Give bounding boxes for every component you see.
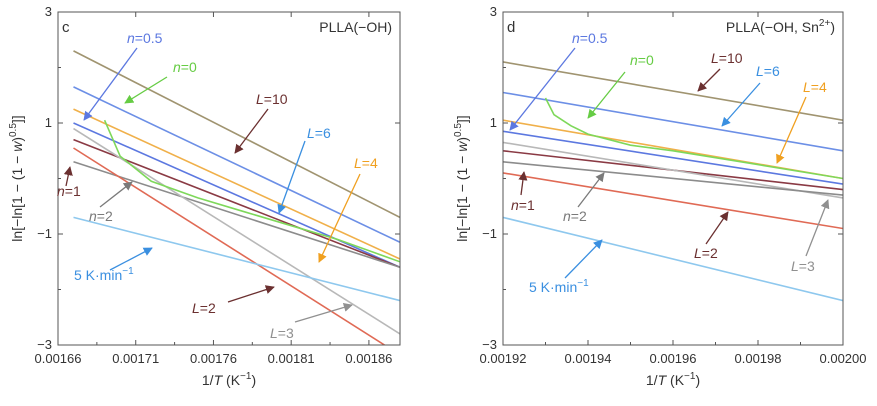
annotation-l-6-label: L=6	[756, 63, 780, 79]
y-axis-title: ln[−ln[1 − (1 − w)0.5]]	[453, 115, 470, 241]
series-line-n-1	[73, 138, 400, 269]
annotation-l-10-arrow	[234, 108, 269, 154]
y-axis-title: ln[−ln[1 − (1 − w)0.5]]	[8, 115, 25, 241]
series-line-l-2	[73, 147, 385, 345]
annotation-5-k-min-1-label: 5 K·min−1	[74, 266, 134, 283]
panel-title: PLLA(−OH, Sn2+)	[726, 18, 835, 35]
y-tick-label: −3	[482, 337, 497, 352]
series-line-l-3	[73, 127, 400, 335]
annotation-n-0-5-arrow	[83, 47, 138, 121]
series-line-l-10	[503, 61, 843, 121]
annotation-l-4-label: L=4	[354, 155, 378, 171]
series-line-n-2	[73, 161, 400, 269]
annotation-n-0-5-label: n=0.5	[127, 30, 163, 46]
annotation-n-2-arrow	[99, 181, 133, 208]
annotation-l-3-arrow	[294, 302, 353, 323]
annotation-l-10-arrow	[697, 68, 721, 92]
panel-c: 0.00166 0.00171 0.00176 0.00181 0.00186 3 1 −1 −…	[8, 4, 401, 388]
series-group	[73, 50, 400, 345]
y-tick-label: 1	[45, 115, 52, 130]
annotation-n-1-label: n=1	[511, 197, 535, 213]
annotation-n-1-label: n=1	[57, 183, 81, 199]
y-tick-label: −1	[37, 226, 52, 241]
series-line-l-3	[503, 141, 843, 199]
series-line-l-6	[73, 86, 400, 244]
annotation-l-4-arrow	[776, 96, 807, 164]
series-group	[503, 61, 843, 302]
x-tick-label: 0.00192	[480, 351, 527, 366]
annotation-l-3-arrow	[805, 199, 830, 257]
annotation-l-10-label: L=10	[711, 50, 743, 66]
y-tick-label: 3	[490, 4, 497, 19]
y-tick-label: 3	[45, 4, 52, 19]
series-line-n-2	[503, 161, 843, 196]
panel-letter: d	[507, 19, 515, 36]
annotation-5-k-min-1-label: 5 K·min−1	[529, 278, 589, 295]
annotation-n-0-5-label: n=0.5	[572, 30, 608, 46]
series-line-l-2	[503, 172, 843, 230]
x-axis-title: 1/T (K−1)	[202, 371, 256, 388]
annotation-l-6-label: L=6	[307, 125, 331, 141]
x-tick-label: 0.00171	[112, 351, 159, 366]
annotation-n-0-label: n=0	[630, 52, 654, 68]
y-tick-label: 1	[490, 115, 497, 130]
series-line-l-4	[73, 108, 400, 260]
series-line-5-k-min-1	[503, 216, 843, 302]
x-tick-label: 0.00176	[190, 351, 237, 366]
annotation-n-2-label: n=2	[89, 208, 113, 224]
annotation-l-2-arrow	[227, 285, 275, 303]
x-tick-label: 0.00166	[35, 351, 82, 366]
annotation-l-4-label: L=4	[803, 79, 827, 95]
annotation-l-10-label: L=10	[256, 91, 288, 107]
x-tick-label: 0.00200	[820, 351, 867, 366]
annotation-5-k-min-1-arrow	[109, 247, 153, 271]
series-line-n-0	[544, 97, 843, 180]
annotation-l-3-label: L=3	[270, 325, 294, 341]
annotation-l-3-label: L=3	[791, 258, 815, 274]
x-tick-label: 0.00196	[650, 351, 697, 366]
annotation-5-k-min-1-arrow	[564, 239, 603, 279]
annotation-l-2-arrow	[705, 211, 729, 245]
series-line-5-k-min-1	[73, 216, 400, 302]
y-tick-label: −1	[482, 226, 497, 241]
annotation-l-4-arrow	[318, 173, 361, 263]
annotation-n-1-arrow	[518, 171, 528, 196]
annotation-n-0-arrow	[587, 71, 626, 119]
x-tick-label: 0.00194	[565, 351, 612, 366]
annotation-l-2-label: L=2	[694, 245, 718, 261]
annotation-n-1-arrow	[63, 166, 73, 187]
panel-d: 0.00192 0.00194 0.00196 0.00198 0.00200 3 1 −1 −…	[453, 4, 867, 388]
annotation-n-0-5-arrow	[509, 47, 576, 131]
panel-title: PLLA(−OH)	[319, 19, 392, 35]
series-line-l-10	[73, 50, 400, 219]
annotation-n-2-arrow	[577, 172, 605, 208]
x-tick-label: 0.00198	[735, 351, 782, 366]
x-tick-label: 0.00181	[268, 351, 315, 366]
annotation-l-2-label: L=2	[192, 300, 216, 316]
plot-frame	[57, 11, 401, 346]
x-tick-label: 0.00186	[345, 351, 392, 366]
panel-letter: c	[62, 19, 70, 36]
annotation-l-6-arrow	[721, 82, 761, 127]
annotation-n-2-label: n=2	[563, 208, 587, 224]
annotation-n-0-arrow	[124, 76, 168, 104]
x-axis-title: 1/T (K−1)	[646, 371, 700, 388]
annotation-l-6-arrow	[277, 140, 306, 214]
series-line-n-0-5	[503, 130, 843, 185]
series-line-n-0-5	[73, 122, 400, 269]
y-tick-label: −3	[37, 337, 52, 352]
series-line-l-6	[503, 91, 843, 152]
annotation-n-0-label: n=0	[173, 59, 197, 75]
